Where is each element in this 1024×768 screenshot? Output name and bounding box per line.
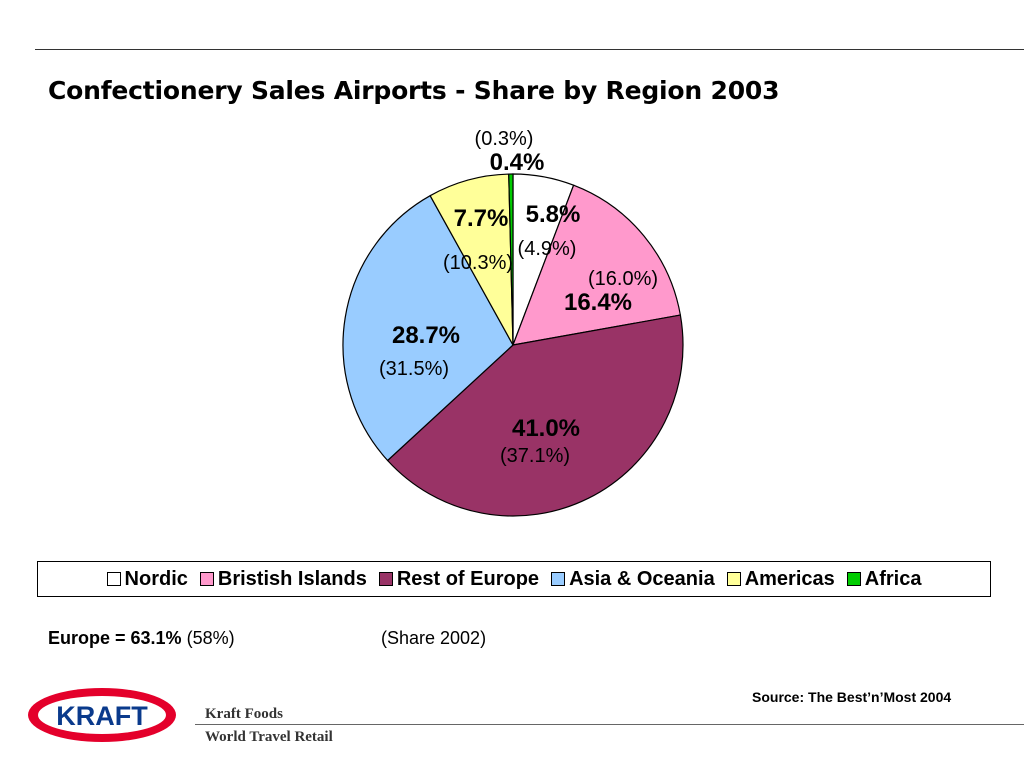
pie-slice-africa [508,173,514,346]
europe-summary-current: Europe = 63.1% [48,628,182,648]
legend-swatch-asia-oceania [551,572,566,586]
europe-summary-previous: (58%) [186,628,235,648]
europe-summary: Europe = 63.1% (58%) [48,628,235,649]
bottom-divider [195,724,1024,725]
footer-division: World Travel Retail [205,729,333,745]
data-label-nordic: 5.8% [526,201,581,228]
data-label-bristish-islands: 16.4% [564,289,632,316]
legend-swatch-americas [726,572,741,586]
legend-swatch-africa [846,572,861,586]
legend-label-nordic: Nordic [124,567,188,590]
prev-label-asia-oceania: (31.5%) [379,358,449,380]
pie-slice-bristish-islands [512,184,682,346]
legend-swatch-nordic [106,572,121,586]
logo-inner-oval [38,696,166,734]
data-label-americas: 7.7% [454,205,509,232]
legend-item-rest-of-europe: Rest of Europe [378,567,540,591]
prev-label-nordic: (4.9%) [518,238,577,260]
prev-label-africa: (0.3%) [475,128,534,150]
legend-label-rest-of-europe: Rest of Europe [396,567,540,590]
legend-swatch-british-islands [199,572,214,586]
legend-item-asia-oceania: Asia & Oceania [551,568,715,591]
footer-company: Kraft Foods [205,706,283,722]
pie-slice-asia-oceania [342,194,514,462]
data-label-rest-of-europe: 41.0% [512,415,580,442]
legend-item-americas: Americas [726,567,835,591]
share-2002-note: (Share 2002) [381,628,487,648]
prev-label-americas: (10.3%) [443,252,513,274]
legend-label-asia-oceania: Asia & Oceania [569,567,715,590]
legend-label-british-islands: Bristish Islands [217,567,367,590]
legend-item-africa: Africa [846,567,922,591]
top-divider [35,49,1024,50]
prev-label-bristish-islands: (16.0%) [588,268,658,290]
logo-text: KRAFT [56,701,148,731]
kraft-logo: KRAFT [28,688,176,742]
chart-legend: Nordic Bristish Islands Rest of Europe A… [37,561,991,597]
prev-label-rest-of-europe: (37.1%) [500,445,570,467]
legend-swatch-rest-of-europe [378,572,393,586]
source-note: Source: The Best’n’Most 2004 [752,689,952,705]
data-label-africa: 0.4% [490,149,545,176]
legend-item-british-islands: Bristish Islands [199,567,367,591]
pie-chart: 5.8% (4.9%) 16.4%(16.0%) 41.0% (37.1%) 28.7% (… [342,128,684,517]
legend-label-africa: Africa [864,567,922,590]
legend-label-americas: Americas [744,567,835,590]
slide-title: Confectionery Sales Airports - Share by … [48,76,780,105]
pie-slice-rest-of-europe [386,314,684,517]
data-label-asia-oceania: 28.7% [392,322,460,349]
legend-item-nordic: Nordic [106,567,188,591]
